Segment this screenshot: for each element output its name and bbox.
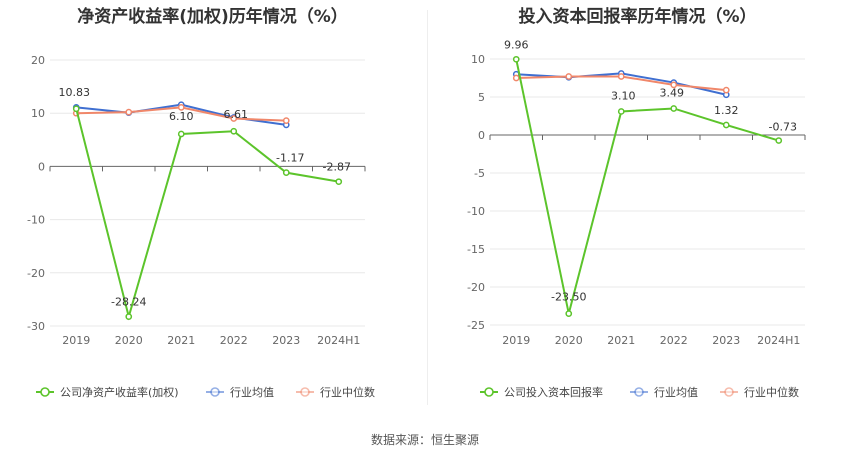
data-point-company bbox=[775, 137, 783, 144]
y-tick-label: -10 bbox=[467, 205, 485, 218]
legend-item-company: 公司投入资本回报率 bbox=[480, 385, 603, 399]
data-point-company bbox=[125, 313, 133, 320]
y-tick-label: -15 bbox=[467, 243, 485, 256]
legend-item-industry_avg: 行业均值 bbox=[206, 386, 274, 399]
data-point-industry_median bbox=[670, 81, 678, 89]
x-tick-label: 2020 bbox=[555, 334, 583, 347]
data-point-company bbox=[617, 108, 625, 115]
data-point-company bbox=[565, 310, 573, 317]
legend-label: 公司净资产收益率(加权) bbox=[60, 385, 179, 399]
chart-title-roic: 投入资本回报率历年情况（%） bbox=[518, 7, 757, 27]
y-tick-label: -10 bbox=[27, 214, 45, 227]
data-label: 10.83 bbox=[59, 86, 91, 99]
legend-item-industry_median: 行业中位数 bbox=[720, 385, 799, 399]
legend-marker bbox=[210, 387, 220, 397]
x-tick-label: 2024H1 bbox=[757, 334, 800, 347]
legend-item-industry_avg: 行业均值 bbox=[630, 386, 698, 399]
chart-title-roe: 净资产收益率(加权)历年情况（%） bbox=[77, 7, 348, 27]
y-tick-label: 10 bbox=[31, 107, 45, 120]
y-tick-label: -5 bbox=[474, 167, 485, 180]
data-point-company bbox=[512, 55, 520, 63]
x-tick-label: 2023 bbox=[272, 334, 300, 347]
data-label: 3.10 bbox=[611, 89, 636, 102]
x-tick-label: 2021 bbox=[607, 334, 635, 347]
y-tick-label: -20 bbox=[27, 267, 45, 280]
data-label: -2.87 bbox=[323, 161, 351, 174]
data-point-company bbox=[722, 121, 730, 129]
series-line-company bbox=[75, 108, 339, 321]
data-label: -0.73 bbox=[769, 121, 797, 134]
data-label: 3.49 bbox=[660, 86, 685, 99]
y-tick-label: -20 bbox=[467, 281, 485, 294]
data-label: -23.50 bbox=[551, 291, 586, 304]
legend-label: 行业中位数 bbox=[744, 385, 799, 399]
data-label: 6.10 bbox=[169, 110, 194, 123]
chart-roe: 20 10 0 -10 -20 -30 2019 2020 2021 2022 2023 2024H1… bbox=[27, 54, 375, 399]
y-tick-label: -30 bbox=[27, 320, 45, 333]
x-tick-label: 2019 bbox=[62, 334, 90, 347]
data-source-note: 数据来源：恒生聚源 bbox=[370, 433, 479, 447]
legend-marker bbox=[484, 387, 494, 397]
legend-marker bbox=[300, 387, 310, 397]
legend-marker bbox=[634, 387, 644, 397]
data-point-company bbox=[282, 169, 290, 176]
legend-label: 行业均值 bbox=[654, 386, 698, 399]
data-point-industry_median bbox=[125, 108, 133, 116]
y-tick-label: 20 bbox=[31, 54, 45, 67]
chart-roic: 10 5 0 -5 -10 -15 -20 -25 2019 2020 2021 2022 2023 20… bbox=[467, 38, 806, 399]
data-point-industry_median bbox=[230, 115, 238, 122]
x-tick-label: 2022 bbox=[660, 334, 688, 347]
data-label: 1.32 bbox=[714, 104, 739, 117]
data-point-industry_median bbox=[565, 73, 573, 80]
x-tick-label: 2020 bbox=[115, 334, 143, 347]
x-tick-label: 2023 bbox=[712, 334, 740, 347]
data-label: -28.24 bbox=[111, 296, 146, 309]
y-tick-label: 5 bbox=[478, 91, 485, 104]
x-tick-label: 2021 bbox=[167, 334, 195, 347]
data-point-industry_median bbox=[282, 117, 290, 124]
y-tick-label: 0 bbox=[478, 129, 485, 142]
legend-marker bbox=[40, 387, 50, 397]
y-tick-label: 0 bbox=[38, 160, 45, 173]
data-point-industry_median bbox=[177, 103, 185, 111]
legend-label: 行业中位数 bbox=[320, 385, 375, 399]
x-tick-label: 2019 bbox=[502, 334, 530, 347]
data-point-industry_median bbox=[722, 86, 730, 94]
legend-label: 行业均值 bbox=[230, 386, 274, 399]
x-tick-label: 2024H1 bbox=[317, 334, 360, 347]
data-label: -1.17 bbox=[276, 152, 304, 165]
chart-divider bbox=[427, 10, 428, 405]
x-tick-label: 2022 bbox=[220, 334, 248, 347]
legend-label: 公司投入资本回报率 bbox=[504, 385, 603, 399]
legend-marker bbox=[724, 387, 734, 397]
y-tick-label: -25 bbox=[467, 319, 485, 332]
legend-item-industry_median: 行业中位数 bbox=[296, 385, 375, 399]
data-point-company bbox=[230, 127, 238, 135]
y-tick-label: 10 bbox=[471, 53, 485, 66]
data-point-company bbox=[670, 105, 678, 112]
data-point-company bbox=[177, 130, 185, 138]
data-point-industry_median bbox=[512, 74, 520, 82]
legend-item-company: 公司净资产收益率(加权) bbox=[36, 385, 179, 399]
data-point-industry_median bbox=[617, 73, 625, 80]
data-point-company bbox=[335, 178, 343, 186]
series-line-company bbox=[515, 59, 780, 314]
data-label: 9.96 bbox=[504, 38, 529, 51]
data-point-company bbox=[72, 105, 80, 113]
data-label: 6.61 bbox=[224, 108, 249, 121]
